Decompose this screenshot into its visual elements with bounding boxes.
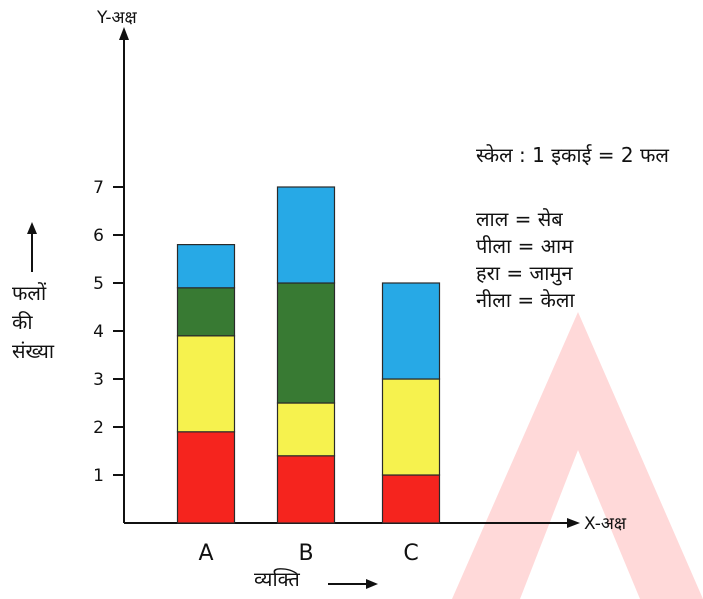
y-tick-label: 5	[93, 274, 104, 294]
y-label-line: संख्या	[12, 339, 55, 363]
bar-segment	[276, 186, 336, 284]
bar-segment	[381, 378, 441, 476]
y-label-line: की	[12, 310, 33, 334]
x-ticks: A B C	[198, 541, 418, 566]
x-tick-label: A	[198, 541, 213, 566]
x-tick-label: C	[403, 541, 418, 566]
bar-segment	[276, 402, 336, 457]
y-ticks: 1 2 3 4 5 6 7	[93, 178, 124, 486]
y-tick-label: 1	[93, 466, 104, 486]
y-axis-label: Y-अक्ष	[96, 8, 137, 28]
y-label: फलों की संख्या	[12, 281, 55, 363]
bar-segment	[176, 431, 236, 524]
legend: लाल = सेब पीला = आम हरा = जामुननीला = केला	[476, 207, 575, 312]
bar-segment	[381, 282, 441, 380]
y-label-up-arrow-head	[27, 222, 37, 234]
x-tick-label: B	[298, 541, 313, 566]
y-tick-label: 6	[93, 226, 104, 246]
bar-segment	[276, 282, 336, 404]
y-tick-label: 3	[93, 370, 104, 390]
y-label-group: फलों की संख्या	[12, 222, 55, 363]
y-axis-arrowhead	[119, 27, 129, 40]
legend-entry: हरा = जामुन	[476, 261, 573, 286]
x-axis-label: X-अक्ष	[584, 514, 627, 534]
x-label-arrow-head	[366, 579, 378, 589]
bar-segment	[176, 335, 236, 433]
legend-entry: नीला = केला	[476, 288, 575, 312]
bar-segment	[276, 455, 336, 524]
bar-segment	[176, 244, 236, 289]
scale-note: स्केल : 1 इकाई = 2 फल	[476, 143, 669, 167]
y-label-line: फलों	[12, 281, 47, 305]
x-label: व्यक्ति	[254, 567, 300, 591]
bars	[176, 186, 441, 524]
y-tick-label: 4	[93, 322, 104, 342]
y-tick-label: 7	[93, 178, 104, 198]
x-axis-arrowhead	[567, 518, 580, 528]
y-tick-label: 2	[93, 418, 104, 438]
legend-entry: लाल = सेब	[476, 207, 563, 231]
bar-segment	[381, 474, 441, 524]
legend-entry: पीला = आम	[476, 234, 574, 258]
bar-segment	[176, 287, 236, 337]
watermark	[452, 312, 703, 599]
